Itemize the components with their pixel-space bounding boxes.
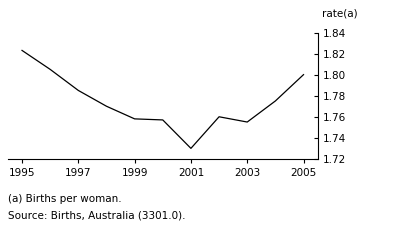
Text: (a) Births per woman.: (a) Births per woman. <box>8 194 121 204</box>
Text: rate(a): rate(a) <box>322 8 357 18</box>
Text: Source: Births, Australia (3301.0).: Source: Births, Australia (3301.0). <box>8 211 185 221</box>
